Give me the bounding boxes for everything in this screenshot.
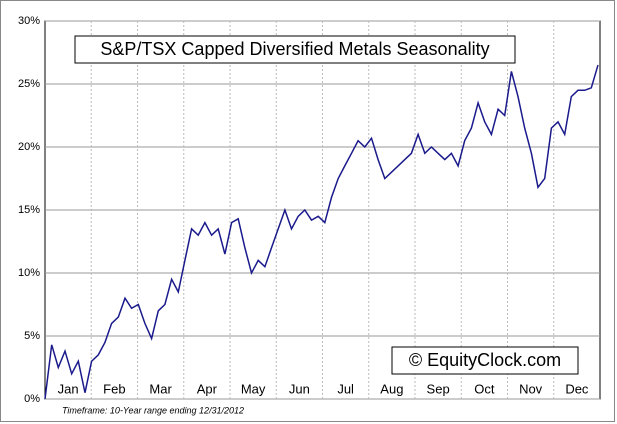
x-tick-label: Mar <box>149 381 172 396</box>
series-line <box>44 64 599 400</box>
watermark: © EquityClock.com <box>409 350 561 370</box>
x-tick-label: Nov <box>519 381 543 396</box>
watermark-box <box>391 346 579 375</box>
x-tick-label: Jan <box>58 381 79 396</box>
y-tick-label: 30% <box>18 15 40 27</box>
x-tick-label: Sep <box>427 381 450 396</box>
y-tick-label: 25% <box>18 78 40 90</box>
x-tick-label: Jul <box>337 381 354 396</box>
title-box <box>74 35 516 64</box>
footnote: Timeframe: 10-Year range ending 12/31/20… <box>62 405 244 415</box>
x-tick-label: Jun <box>289 381 310 396</box>
y-tick-label: 0% <box>24 393 40 405</box>
x-tick-label: Aug <box>380 381 403 396</box>
y-tick-label: 5% <box>24 330 40 342</box>
y-tick-label: 15% <box>18 204 40 216</box>
x-tick-label: Feb <box>103 381 125 396</box>
y-tick-label: 10% <box>18 267 40 279</box>
chart-title: S&P/TSX Capped Diversified Metals Season… <box>100 39 489 59</box>
x-tick-label: Apr <box>197 381 218 396</box>
x-tick-label: Dec <box>565 381 589 396</box>
x-tick-label: Oct <box>474 381 495 396</box>
x-tick-label: May <box>241 381 266 396</box>
y-tick-label: 20% <box>18 141 40 153</box>
